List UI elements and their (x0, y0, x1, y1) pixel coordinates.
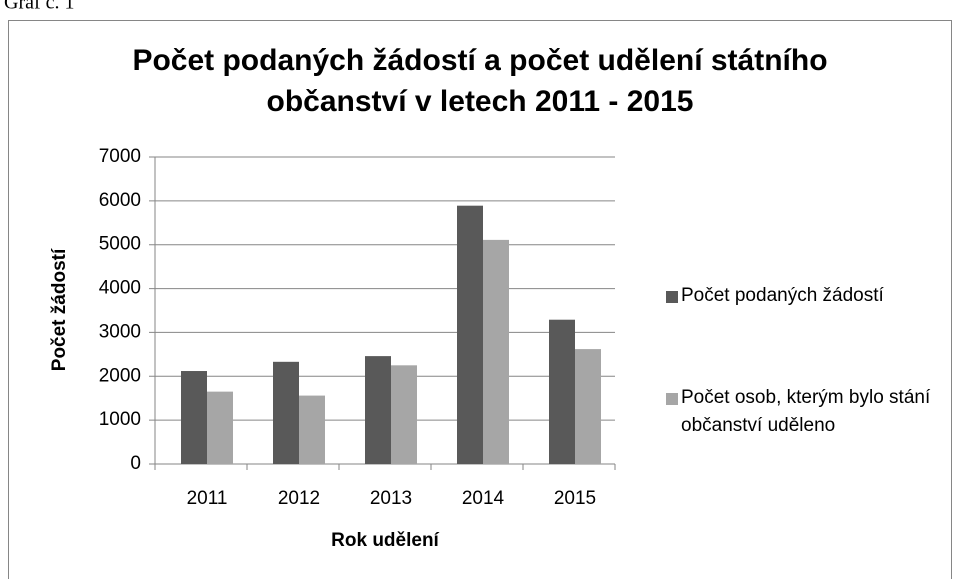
x-axis-label: Rok udělení (331, 530, 439, 551)
legend-label: Počet podaných žádostí (681, 285, 884, 306)
y-tick-label: 2000 (99, 365, 141, 386)
bar (299, 395, 325, 464)
bar (207, 391, 233, 464)
y-tick-label: 1000 (99, 409, 141, 430)
y-tick-label: 3000 (99, 321, 141, 342)
bar (273, 361, 299, 464)
chart-title: Počet podaných žádostí a počet udělení s… (132, 44, 827, 77)
y-tick-label: 7000 (99, 146, 141, 167)
x-tick-label: 2013 (370, 488, 412, 509)
legend-label: Počet osob, kterým bylo stání občanství … (681, 387, 931, 436)
caption: Graf č. 1 (4, 0, 75, 14)
bar (457, 205, 483, 464)
y-tick-label: 5000 (99, 234, 141, 255)
bar (365, 356, 391, 464)
bar (575, 349, 601, 464)
legend-swatch (666, 393, 678, 405)
bar (483, 239, 509, 464)
y-tick-label: 0 (130, 453, 141, 474)
bar (181, 371, 207, 464)
bar (549, 319, 575, 464)
x-tick-label: 2015 (554, 488, 596, 509)
bar (391, 365, 417, 464)
y-axis-label: Počet žádostí (49, 248, 70, 371)
legend-swatch (666, 291, 678, 303)
x-tick-label: 2014 (462, 488, 505, 509)
x-tick-label: 2011 (187, 488, 228, 509)
y-tick-label: 4000 (99, 278, 141, 299)
x-tick-label: 2012 (278, 488, 320, 509)
chart-title: občanství v letech 2011 - 2015 (267, 85, 694, 118)
y-tick-label: 6000 (99, 190, 141, 211)
